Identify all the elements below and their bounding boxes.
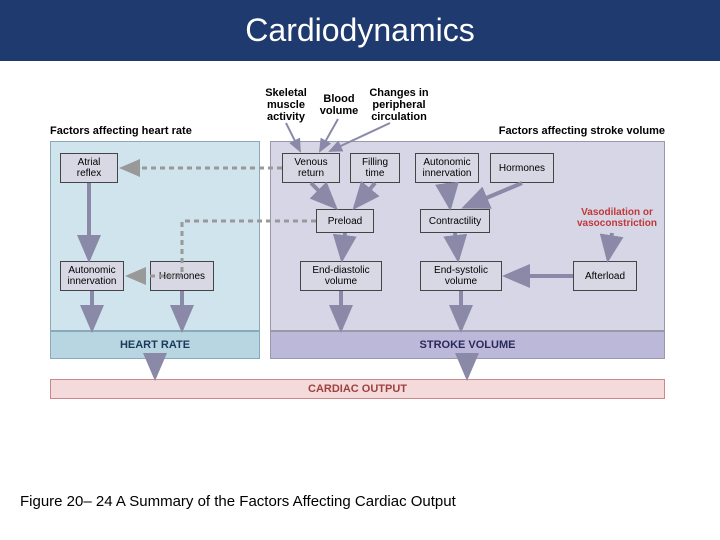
- box-autonomic-right: Autonomic innervation: [415, 153, 479, 183]
- label-peripheral: Changes in peripheral circulation: [364, 87, 434, 123]
- diagram-container: HEART RATE STROKE VOLUME CARDIAC OUTPUT …: [20, 81, 700, 441]
- page-title: Cardiodynamics: [0, 0, 720, 61]
- label-blood-volume: Blood volume: [316, 93, 362, 117]
- box-atrial-reflex: Atrial reflex: [60, 153, 118, 183]
- stroke-volume-label-bar: STROKE VOLUME: [270, 331, 665, 359]
- cardiac-output-bar: CARDIAC OUTPUT: [50, 379, 665, 399]
- box-hormones-left: Hormones: [150, 261, 214, 291]
- box-filling-time: Filling time: [350, 153, 400, 183]
- box-preload: Preload: [316, 209, 374, 233]
- box-venous-return: Venous return: [282, 153, 340, 183]
- label-vaso: Vasodilation or vasoconstriction: [571, 207, 663, 229]
- label-factors-stroke-volume: Factors affecting stroke volume: [470, 125, 665, 137]
- box-afterload: Afterload: [573, 261, 637, 291]
- label-skeletal: Skeletal muscle activity: [258, 87, 314, 123]
- figure-caption: Figure 20– 24 A Summary of the Factors A…: [20, 493, 456, 510]
- box-esv: End-systolic volume: [420, 261, 502, 291]
- label-factors-heart-rate: Factors affecting heart rate: [50, 125, 230, 137]
- heart-rate-label-bar: HEART RATE: [50, 331, 260, 359]
- box-contractility: Contractility: [420, 209, 490, 233]
- box-autonomic-left: Autonomic innervation: [60, 261, 124, 291]
- box-edv: End-diastolic volume: [300, 261, 382, 291]
- box-hormones-right: Hormones: [490, 153, 554, 183]
